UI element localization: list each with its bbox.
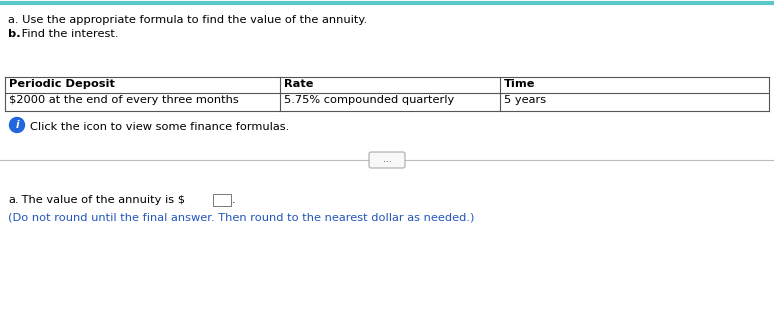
Text: i: i: [15, 119, 19, 129]
Text: .: .: [232, 195, 235, 205]
Text: b.: b.: [8, 29, 21, 39]
Text: Click the icon to view some finance formulas.: Click the icon to view some finance form…: [30, 122, 289, 132]
Text: Rate: Rate: [284, 79, 313, 89]
Text: 5 years: 5 years: [504, 95, 546, 105]
FancyBboxPatch shape: [213, 194, 231, 206]
Text: 5.75% compounded quarterly: 5.75% compounded quarterly: [284, 95, 454, 105]
Text: ...: ...: [382, 156, 392, 165]
Text: The value of the annuity is $: The value of the annuity is $: [18, 195, 185, 205]
Text: a.: a.: [8, 195, 19, 205]
Text: Time: Time: [504, 79, 536, 89]
FancyBboxPatch shape: [369, 152, 405, 168]
Text: $2000 at the end of every three months: $2000 at the end of every three months: [9, 95, 238, 105]
Circle shape: [9, 118, 25, 132]
Text: Find the interest.: Find the interest.: [18, 29, 118, 39]
Text: (Do not round until the final answer. Then round to the nearest dollar as needed: (Do not round until the final answer. Th…: [8, 212, 474, 222]
Text: Periodic Deposit: Periodic Deposit: [9, 79, 115, 89]
Text: a. Use the appropriate formula to find the value of the annuity.: a. Use the appropriate formula to find t…: [8, 15, 367, 25]
